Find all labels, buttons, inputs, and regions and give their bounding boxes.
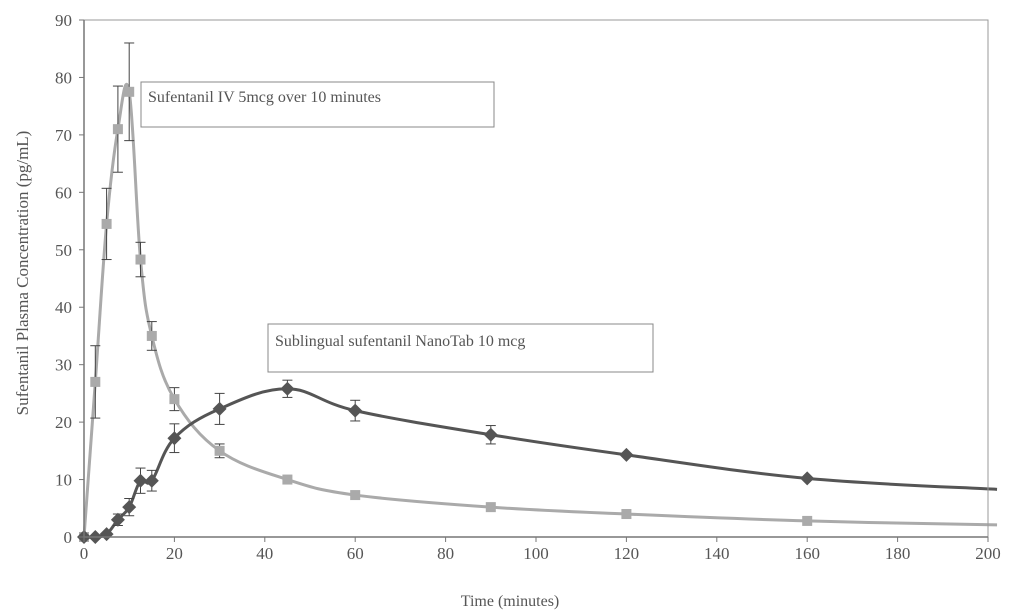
data-point-square	[169, 394, 180, 405]
data-point-square	[101, 218, 112, 229]
data-point-diamond	[800, 471, 815, 486]
data-point-diamond	[280, 381, 295, 396]
data-point-diamond	[144, 473, 159, 488]
x-tick-label: 80	[437, 544, 454, 563]
x-tick-label: 180	[885, 544, 911, 563]
annotation-sublingual-box	[267, 323, 654, 373]
y-tick-label: 60	[55, 183, 72, 202]
data-point-square	[146, 330, 157, 341]
x-tick-label: 200	[975, 544, 1001, 563]
data-point-square	[350, 490, 361, 501]
y-axis-title: Sufentanil Plasma Concentration (pg/mL)	[13, 131, 32, 416]
x-tick-label: 120	[614, 544, 640, 563]
y-tick-label: 0	[64, 528, 73, 547]
x-axis-title: Time (minutes)	[461, 593, 560, 610]
y-tick-label: 90	[55, 11, 72, 30]
annotation-sublingual-text: Sublingual sufentanil NanoTab 10 mcg	[275, 333, 525, 350]
x-tick-label: 20	[166, 544, 183, 563]
x-tick-label: 160	[794, 544, 820, 563]
data-point-diamond	[619, 447, 634, 462]
y-tick-label: 40	[55, 298, 72, 317]
data-point-square	[124, 86, 135, 97]
annotation-iv-box	[140, 81, 495, 128]
data-point-diamond	[167, 431, 182, 446]
data-point-diamond	[483, 427, 498, 442]
series-line	[82, 82, 998, 538]
y-tick-label: 20	[55, 413, 72, 432]
data-point-diamond	[212, 401, 227, 416]
annotation-sublingual: Sublingual sufentanil NanoTab 10 mcg	[267, 323, 654, 373]
data-point-diamond	[122, 500, 137, 515]
series-sublingual	[77, 379, 998, 544]
y-tick-label: 50	[55, 241, 72, 260]
series-iv	[79, 42, 998, 542]
x-tick-label: 140	[704, 544, 730, 563]
data-point-square	[214, 445, 225, 456]
annotation-iv: Sufentanil IV 5mcg over 10 minutes	[140, 81, 495, 128]
x-tick-label: 40	[256, 544, 273, 563]
data-point-square	[90, 376, 101, 387]
x-tick-label: 60	[347, 544, 364, 563]
data-point-diamond	[110, 512, 125, 527]
data-point-diamond	[348, 403, 363, 418]
data-point-square	[621, 509, 632, 520]
data-point-diamond	[133, 473, 148, 488]
y-tick-label: 70	[55, 126, 72, 145]
x-tick-label: 0	[80, 544, 89, 563]
y-tick-label: 80	[55, 68, 72, 87]
data-point-square	[282, 474, 293, 485]
y-tick-label: 30	[55, 356, 72, 375]
data-point-square	[112, 124, 123, 135]
data-point-square	[135, 254, 146, 265]
x-tick-label: 100	[523, 544, 549, 563]
data-point-square	[802, 515, 813, 526]
data-point-square	[485, 502, 496, 513]
annotation-iv-text: Sufentanil IV 5mcg over 10 minutes	[148, 89, 381, 106]
y-tick-label: 10	[55, 471, 72, 490]
